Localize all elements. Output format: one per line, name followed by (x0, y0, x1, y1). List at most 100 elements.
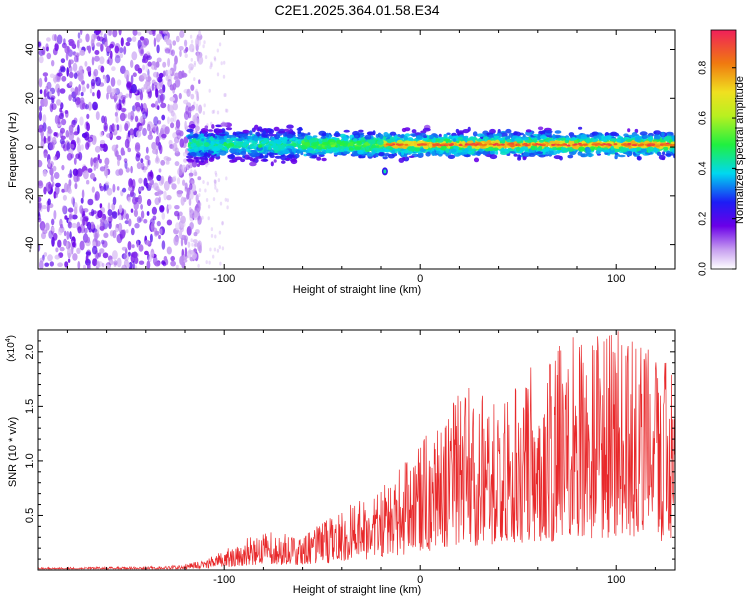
heatmap-cell (647, 146, 654, 152)
heatmap-cell (99, 203, 103, 209)
heatmap-cell (127, 147, 131, 153)
heatmap-cell (196, 91, 199, 99)
heatmap-cell (596, 147, 603, 151)
heatmap-cell (197, 242, 201, 247)
heatmap-cell (99, 131, 104, 138)
heatmap-cell (184, 53, 188, 58)
heatmap-cell (60, 140, 66, 149)
heatmap-cell (340, 142, 346, 146)
heatmap-cell (79, 205, 84, 214)
heatmap-cell (70, 87, 75, 93)
heatmap-cell (61, 118, 67, 126)
heatmap-cell (404, 127, 411, 132)
heatmap-cell (61, 164, 65, 171)
heatmap-cell (549, 135, 553, 138)
heatmap-cell (473, 157, 480, 163)
heatmap-cell (155, 155, 159, 162)
heatmap-cell (116, 135, 122, 140)
heatmap-cell (636, 156, 642, 161)
heatmap-cell (190, 208, 193, 213)
heatmap-cell (127, 196, 132, 203)
heatmap-cell (85, 254, 89, 264)
heatmap-cell (132, 72, 137, 77)
heatmap-cell (39, 221, 46, 231)
heatmap-cell (137, 67, 143, 74)
heatmap-cell (166, 194, 172, 201)
heatmap-cell (191, 214, 194, 219)
heatmap-cell (53, 74, 58, 84)
heatmap-cell (156, 82, 163, 90)
heatmap-cell (147, 134, 153, 140)
heatmap-cell (38, 181, 44, 189)
heatmap-cell (586, 148, 592, 154)
heatmap-cell (52, 165, 57, 172)
heatmap-cell (224, 108, 228, 113)
heatmap-cell (432, 138, 436, 143)
heatmap-cell (146, 260, 151, 269)
heatmap-cell (87, 101, 92, 111)
heatmap-cell (81, 84, 85, 89)
heatmap-cell (625, 139, 632, 143)
heatmap-cell (244, 139, 248, 144)
heatmap-cell (199, 202, 202, 207)
heatmap-cell (152, 123, 157, 132)
heatmap-cell (209, 247, 212, 252)
heatmap-cell (91, 208, 95, 217)
heatmap-cell (143, 38, 149, 46)
heatmap-cell (134, 102, 141, 107)
heatmap-cell (179, 49, 182, 58)
snr-xtick-label: 100 (607, 574, 625, 586)
heatmap-cell (198, 30, 202, 37)
heatmap-cell (78, 38, 83, 43)
heatmap-cell (154, 197, 160, 206)
heatmap-cell (189, 34, 193, 39)
heatmap-cell (214, 179, 217, 184)
heatmap-cell (662, 151, 666, 155)
heatmap-cell (343, 129, 350, 133)
heatmap-cell (444, 134, 448, 138)
heatmap-cell (99, 139, 106, 145)
heatmap-cell (216, 188, 219, 193)
heatmap-cell (227, 155, 231, 158)
heatmap-cell (629, 148, 637, 152)
heatmap-cell (295, 150, 304, 154)
heatmap-cell (159, 228, 163, 235)
heatmap-cell (120, 233, 123, 240)
heatmap-cell (86, 236, 91, 244)
heatmap-cell (590, 146, 595, 150)
heatmap-cell (242, 155, 246, 159)
heatmap-cell (55, 182, 61, 188)
heatmap-cell (160, 175, 165, 185)
heatmap-cell (669, 147, 673, 152)
heatmap-cell (60, 135, 66, 140)
heatmap-cell (545, 147, 550, 152)
heatmap-cell (374, 152, 379, 158)
heatmap-cell (288, 153, 294, 158)
heatmap-cell (64, 215, 68, 220)
heatmap-cell (243, 154, 250, 160)
heatmap-cell (42, 229, 48, 234)
heatmap-cell (385, 143, 390, 146)
heatmap-cell (73, 55, 79, 63)
heatmap-cell (78, 46, 82, 52)
heatmap-cell (112, 229, 117, 239)
heatmap-cell (145, 76, 152, 82)
heatmap-cell (165, 160, 170, 165)
heatmap-cell (371, 149, 376, 155)
heatmap-cell (531, 143, 536, 146)
heatmap-cell (466, 143, 471, 146)
heatmap-cell (38, 41, 41, 47)
heatmap-cell (513, 153, 518, 157)
heatmap-cell (62, 194, 67, 201)
heatmap-cell (96, 89, 101, 100)
heatmap-cell (389, 146, 394, 151)
heatmap-cell (44, 76, 48, 83)
heatmap-cell (91, 228, 98, 233)
heatmap-cell (190, 238, 193, 243)
heatmap-cell (92, 245, 98, 255)
heatmap-cell (125, 213, 129, 221)
heatmap-cell (72, 241, 76, 248)
heatmap-cell (219, 133, 226, 137)
heatmap-cell (144, 250, 149, 256)
heatmap-cell (46, 204, 50, 213)
